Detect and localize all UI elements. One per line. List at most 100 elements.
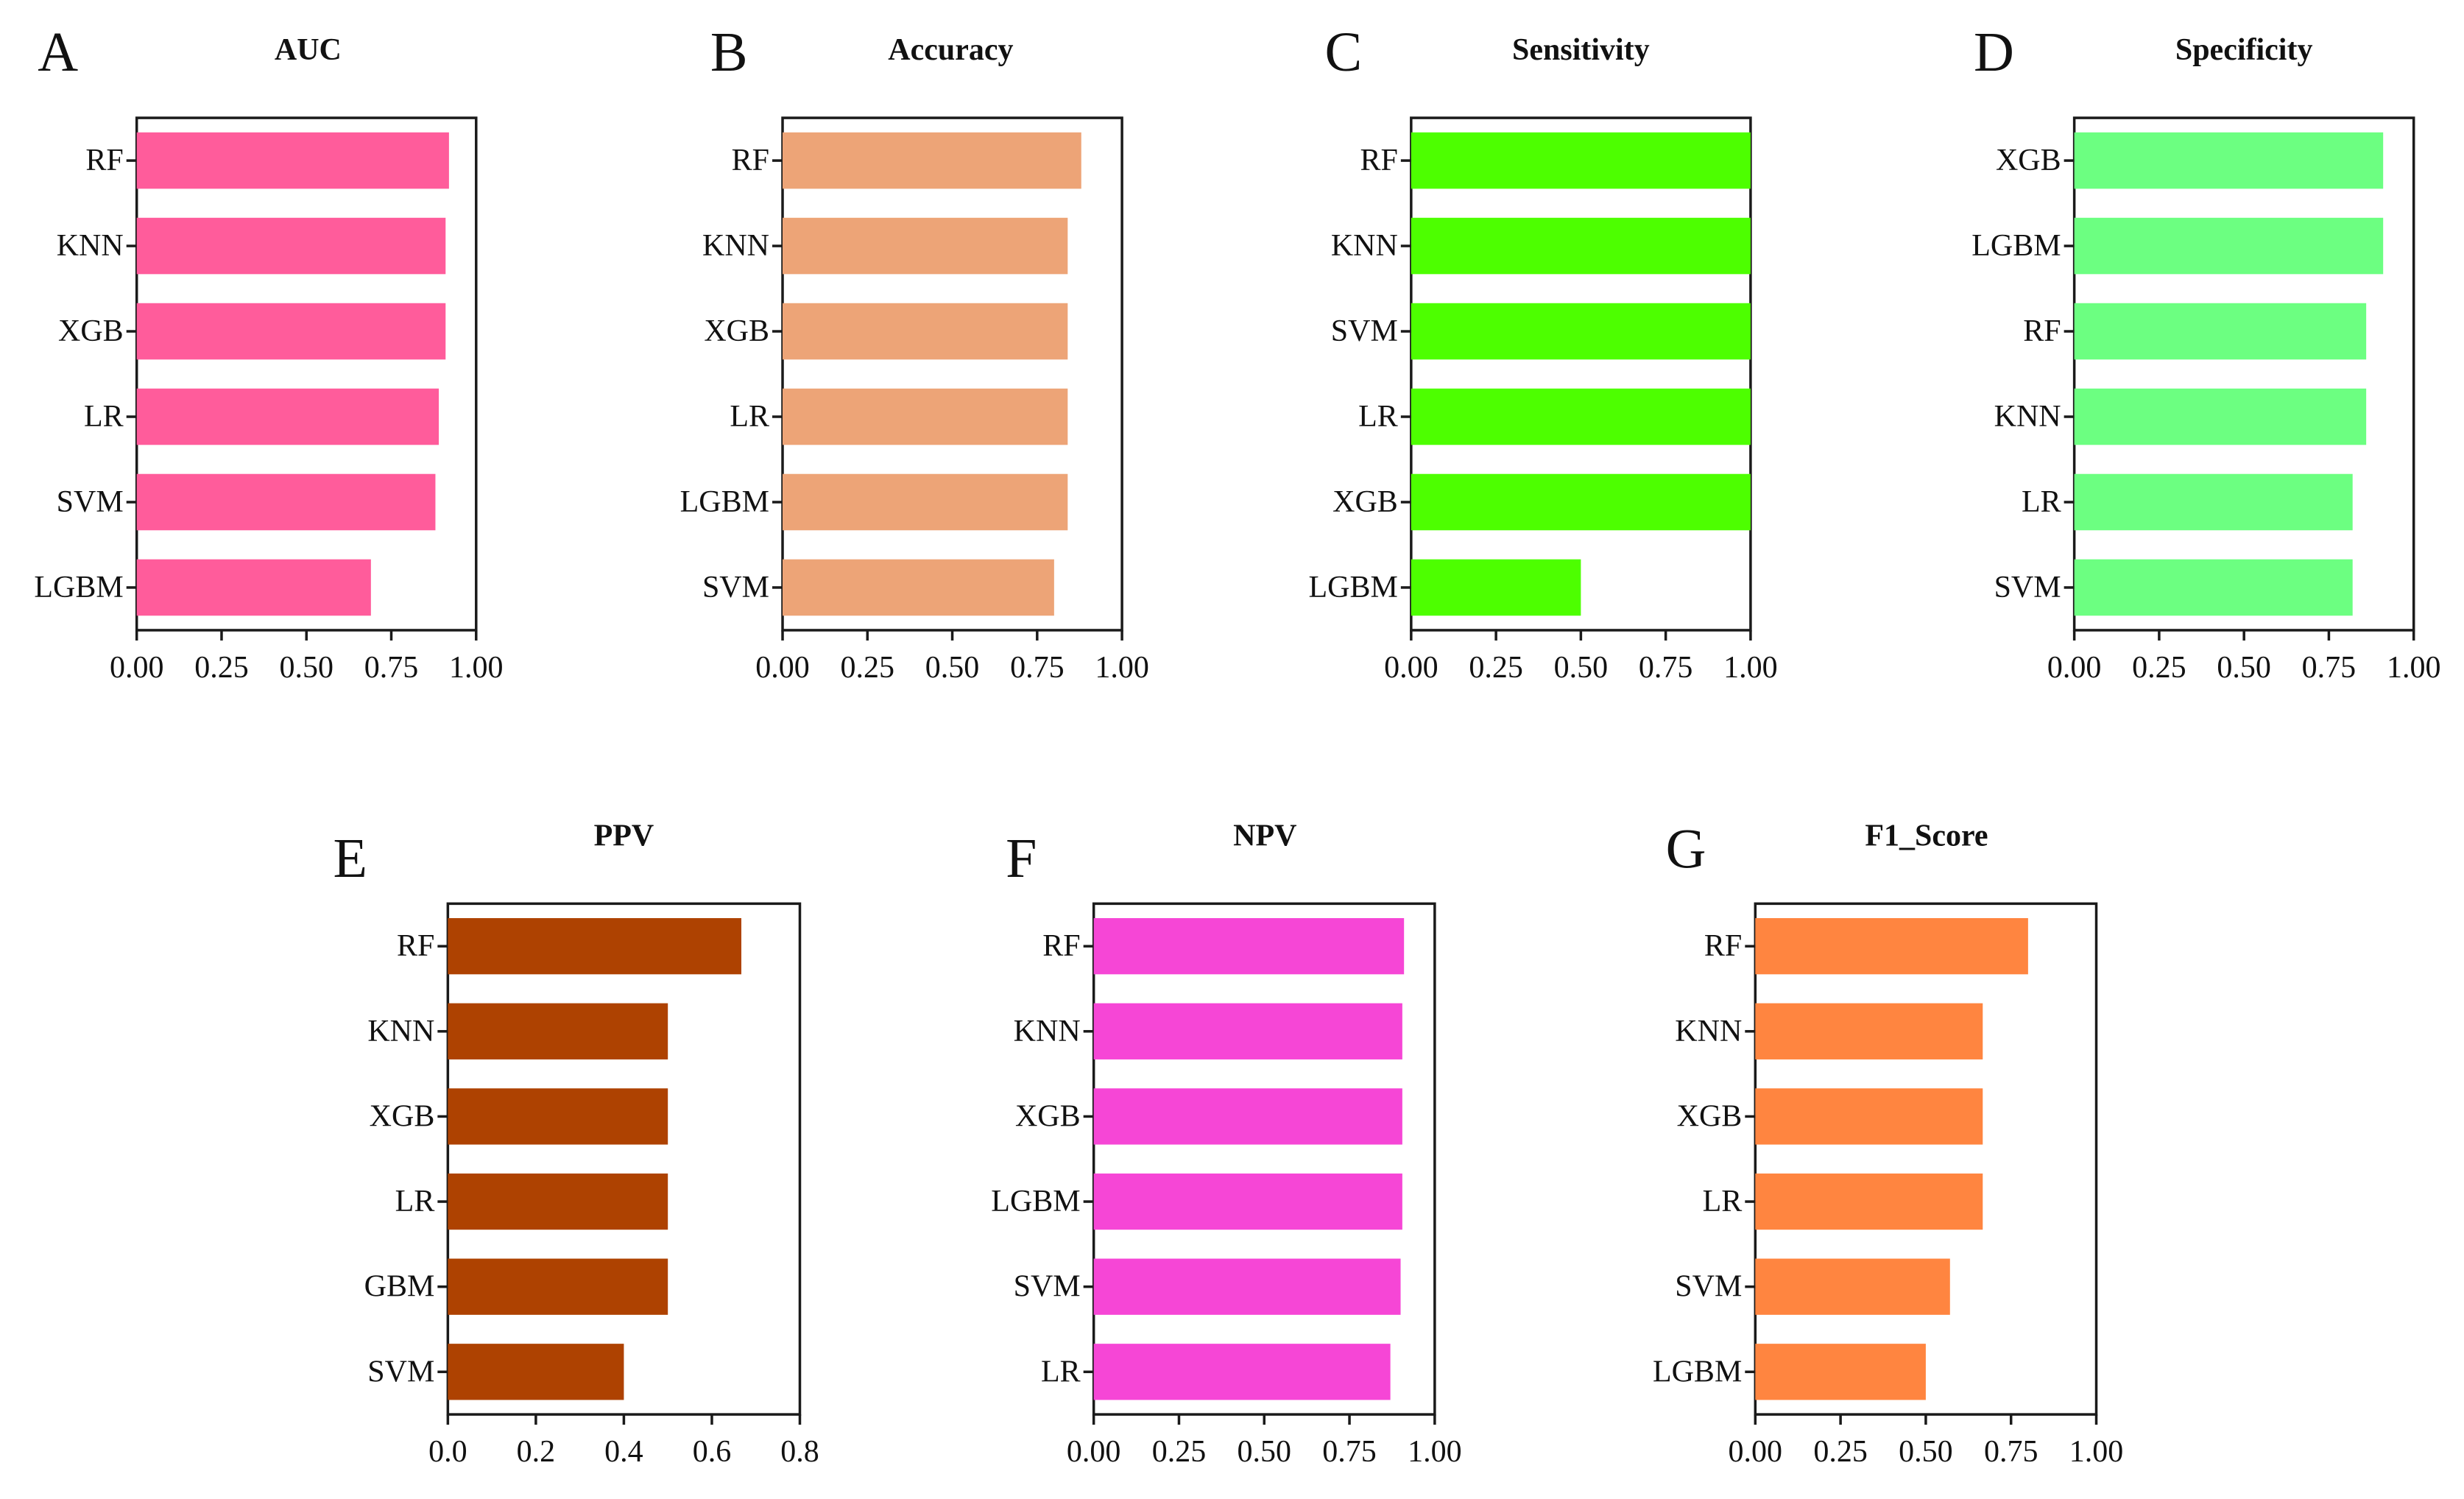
y-tick-label: XGB <box>58 314 124 348</box>
x-tick-label: 0.00 <box>1067 1435 1121 1469</box>
panel-title: Sensitivity <box>1512 33 1650 67</box>
bar-lgbm <box>1755 1344 1926 1400</box>
chart-panel-e: E PPV RF KNN XGB LR GBM SVM 0.0 0.2 0.4 0.6 0.8 <box>333 819 819 1469</box>
panel-title: NPV <box>1233 819 1296 853</box>
x-tick-label: 0.25 <box>2132 651 2186 685</box>
x-tick-label: 1.00 <box>2387 651 2441 685</box>
x-tick-label: 0.25 <box>841 651 895 685</box>
bar-rf <box>1411 132 1751 189</box>
y-tick-label: SVM <box>57 485 124 519</box>
x-tick-label: 0.2 <box>517 1435 556 1469</box>
x-tick-label: 0.50 <box>1238 1435 1292 1469</box>
bar-svm <box>783 559 1054 616</box>
y-tick-label: LGBM <box>1308 571 1397 604</box>
plot-frame <box>1092 902 1436 1416</box>
y-tick-label: XGB <box>1332 485 1398 519</box>
y-tick-label: LR <box>84 400 124 434</box>
bar-svm <box>1093 1258 1401 1315</box>
y-tick-label: LGBM <box>680 485 769 519</box>
chart-panel-b: B Accuracy RF KNN XGB LR LGBM SVM 0.00 0.25 0.50 0.… <box>680 21 1149 685</box>
bar-lr <box>783 388 1068 445</box>
panel-letter-c: C <box>1324 21 1362 83</box>
y-tick-label: KNN <box>1331 229 1398 263</box>
y-tick-label: GBM <box>364 1270 435 1304</box>
y-tick-label: KNN <box>1675 1015 1742 1048</box>
bar-svm <box>136 473 436 531</box>
x-tick-label: 0.75 <box>1010 651 1065 685</box>
plot-frame <box>781 116 1123 632</box>
bar-xgb <box>1411 473 1751 531</box>
y-tick-label: SVM <box>1331 314 1398 348</box>
panel-letter-f: F <box>1006 828 1037 889</box>
x-tick-label: 1.00 <box>1408 1435 1462 1469</box>
y-tick-label: RF <box>85 144 123 177</box>
panel-title: F1_Score <box>1865 819 1988 853</box>
x-tick-label: 1.00 <box>1095 651 1149 685</box>
y-tick-label: LR <box>1041 1355 1081 1389</box>
plot-frame <box>2072 116 2415 632</box>
panel-letter-e: E <box>333 828 367 889</box>
panel-title: PPV <box>594 819 654 853</box>
y-tick-label: RF <box>397 929 434 963</box>
bar-xgb <box>1755 1088 1983 1145</box>
panel-title: AUC <box>275 33 342 67</box>
x-tick-label: 0.50 <box>1554 651 1609 685</box>
y-tick-label: LR <box>395 1185 435 1218</box>
x-tick-label: 0.50 <box>925 651 980 685</box>
y-tick-label: SVM <box>1994 571 2061 604</box>
x-tick-label: 0.00 <box>1729 1435 1783 1469</box>
x-tick-label: 0.75 <box>1322 1435 1377 1469</box>
bar-xgb <box>783 303 1068 360</box>
chart-panel-f: F NPV RF KNN XGB LGBM SVM LR 0.00 0.25 0.50 0.75 1.0… <box>991 819 1461 1469</box>
bar-lr <box>136 388 440 445</box>
chart-panel-c: C Sensitivity RF KNN SVM LR XGB LGBM 0.00 0.25 0.5… <box>1308 21 1777 685</box>
y-tick-label: KNN <box>1994 400 2061 434</box>
x-tick-label: 1.00 <box>449 651 504 685</box>
bar-lr <box>1411 388 1751 445</box>
bar-xgb <box>2074 132 2384 189</box>
x-tick-label: 0.6 <box>693 1435 732 1469</box>
bar-lgbm <box>783 473 1068 531</box>
x-tick-label: 0.50 <box>1899 1435 1953 1469</box>
x-tick-label: 0.25 <box>1152 1435 1207 1469</box>
bar-lgbm <box>136 559 371 616</box>
panel-title: Accuracy <box>888 33 1013 67</box>
bar-gbm <box>448 1258 668 1315</box>
bar-lr <box>448 1173 668 1230</box>
bar-knn <box>1093 1003 1402 1059</box>
y-tick-label: XGB <box>1677 1099 1743 1133</box>
y-tick-label: RF <box>1360 144 1397 177</box>
y-tick-label: SVM <box>1675 1270 1742 1304</box>
panel-letter-g: G <box>1666 818 1706 880</box>
bar-rf <box>783 132 1081 189</box>
bar-knn <box>1411 217 1751 275</box>
bar-rf <box>136 132 449 189</box>
x-tick-label: 0.00 <box>2047 651 2102 685</box>
x-tick-label: 0.00 <box>1384 651 1438 685</box>
x-tick-label: 0.25 <box>194 651 249 685</box>
bar-svm <box>448 1344 624 1400</box>
y-tick-label: RF <box>1042 929 1080 963</box>
bar-xgb <box>1093 1088 1402 1145</box>
y-tick-label: KNN <box>702 229 769 263</box>
bar-knn <box>783 217 1068 275</box>
bar-lr <box>1755 1173 1983 1230</box>
x-tick-label: 0.00 <box>755 651 810 685</box>
x-tick-label: 0.0 <box>428 1435 467 1469</box>
y-tick-label: LR <box>730 400 769 434</box>
bar-lgbm <box>1093 1173 1402 1230</box>
bar-lgbm <box>1411 559 1581 616</box>
y-tick-label: LGBM <box>34 571 123 604</box>
y-tick-label: SVM <box>1014 1270 1081 1304</box>
y-tick-label: LR <box>2022 485 2061 519</box>
y-tick-label: RF <box>1704 929 1742 963</box>
y-tick-label: SVM <box>702 571 769 604</box>
y-tick-label: KNN <box>367 1015 434 1048</box>
bar-svm <box>1411 303 1751 360</box>
bar-knn <box>1755 1003 1983 1059</box>
y-tick-label: KNN <box>1014 1015 1081 1048</box>
bar-xgb <box>448 1088 668 1145</box>
plot-frame <box>446 902 802 1416</box>
y-tick-label: SVM <box>367 1355 434 1389</box>
